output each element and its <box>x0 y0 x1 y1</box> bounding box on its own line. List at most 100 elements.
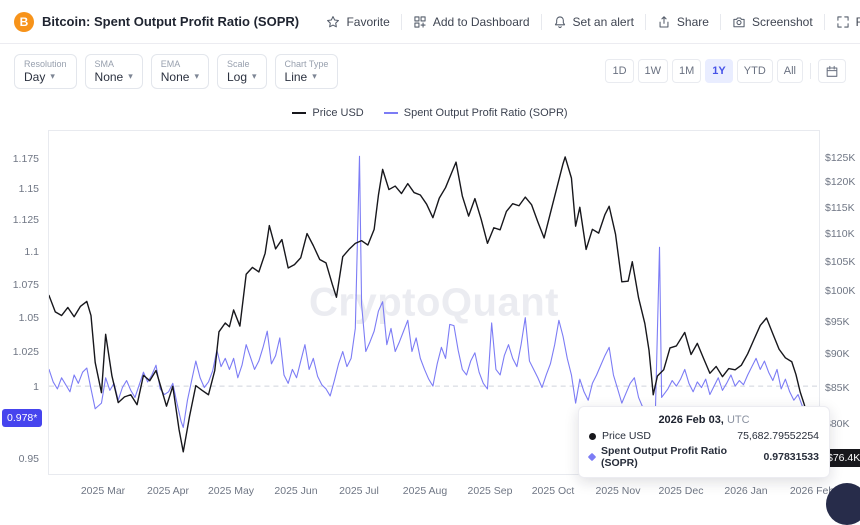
chart-canvas[interactable] <box>49 131 819 474</box>
legend-spent-output-profit-ratio-sopr[interactable]: Spent Output Profit Ratio (SOPR) <box>383 107 568 119</box>
bell-icon <box>554 15 565 28</box>
calendar-icon <box>826 65 838 77</box>
legend-label: Price USD <box>312 107 364 119</box>
y-axis-left-tick: 1.075 <box>12 279 39 291</box>
x-axis-tick: 2026 Feb <box>789 485 835 497</box>
range-1w-button[interactable]: 1W <box>637 59 669 83</box>
chart-tooltip: 2026 Feb 03, UTC Price USD 75,682.7955225… <box>578 406 830 478</box>
control-selected-value: Day <box>24 69 46 84</box>
y-axis-right-tick: $85K <box>825 382 850 394</box>
y-axis-right-tick: $90K <box>825 348 850 360</box>
y-axis-left-tick: 1 <box>33 381 39 393</box>
chevron-down-icon: ▾ <box>50 71 55 81</box>
set-an-alert-button[interactable]: Set an alert <box>542 0 645 43</box>
x-axis-tick: 2026 Jan <box>724 485 768 497</box>
full-button[interactable]: Full <box>825 0 860 43</box>
y-axis-right-tick: $100K <box>825 285 856 297</box>
tooltip-series-name: Price USD <box>602 430 652 442</box>
share-button[interactable]: Share <box>646 0 720 43</box>
control-label: Chart Type <box>284 58 329 69</box>
y-axis-right-tick: $120K <box>825 176 856 188</box>
range-ytd-button[interactable]: YTD <box>736 59 773 83</box>
y-axis-right-tick: $115K <box>825 202 855 214</box>
control-value: Day ▾ <box>24 70 67 84</box>
share-icon <box>659 15 669 28</box>
x-axis-tick: 2025 Jul <box>339 485 379 497</box>
control-ema[interactable]: EMA None ▾ <box>150 53 209 89</box>
y-axis-left-tick: 1.175 <box>12 153 39 165</box>
price-line <box>49 156 816 458</box>
control-sma[interactable]: SMA None ▾ <box>84 53 143 89</box>
y-axis-left-tick: 1.025 <box>12 346 39 358</box>
legend-label: Spent Output Profit Ratio (SOPR) <box>403 107 568 119</box>
header-actions: Favorite Add to Dashboard Set an alert Shar… <box>315 0 860 43</box>
range-1y-button[interactable]: 1Y <box>705 59 733 83</box>
y-axis-left-tick: 1.125 <box>12 214 39 226</box>
sopr-line <box>49 155 816 429</box>
control-selected-value: None <box>94 69 124 84</box>
add-to-dashboard-button[interactable]: Add to Dashboard <box>402 0 541 43</box>
action-label: Share <box>676 14 709 29</box>
circle-marker-icon <box>589 432 596 440</box>
y-axis-left-tick: 1.05 <box>18 312 39 324</box>
chart-title-group: B Bitcoin: Spent Output Profit Ratio (SO… <box>14 11 300 32</box>
y-axis-right-tick: $95K <box>825 316 850 328</box>
chat-widget-button[interactable] <box>826 483 860 525</box>
y-axis-right-tick: $105K <box>825 256 856 268</box>
action-label: Add to Dashboard <box>432 14 530 29</box>
control-selected-value: Line <box>284 69 308 84</box>
control-label: Scale <box>226 58 250 69</box>
control-value: Line ▾ <box>285 70 329 84</box>
x-axis-tick: 2025 Apr <box>146 485 190 497</box>
divider <box>810 63 811 79</box>
tooltip-row: Spent Output Profit Ratio (SOPR) 0.978315… <box>587 445 819 469</box>
legend-price-usd[interactable]: Price USD <box>292 107 364 119</box>
sopr-current-value-badge: 0.978* <box>2 409 43 427</box>
y-axis-left-tick: 1.15 <box>18 183 39 195</box>
x-axis-tick: 2025 Dec <box>658 485 704 497</box>
favorite-button[interactable]: Favorite <box>315 0 400 43</box>
tooltip-row: Price USD 75,682.79552254 <box>589 430 819 442</box>
chart-controls: Resolution Day ▾ SMA None ▾ EMA None ▾ Scale Log ▾ C… <box>14 53 339 89</box>
timeframe-selector: 1D 1W 1M 1Y YTD All <box>605 59 846 83</box>
control-value: Log ▾ <box>227 70 257 84</box>
x-axis-tick: 2025 Nov <box>595 485 641 497</box>
chevron-down-icon: ▾ <box>312 71 317 81</box>
range-all-button[interactable]: All <box>776 59 803 83</box>
divider <box>644 13 646 30</box>
price-current-value-badge: $76.4K <box>822 449 860 467</box>
tooltip-series-value: 0.97831533 <box>763 451 819 463</box>
page-title: Bitcoin: Spent Output Profit Ratio (SOPR… <box>42 14 300 29</box>
x-axis-tick: 2025 Aug <box>402 485 448 497</box>
tooltip-series-name: Spent Output Profit Ratio (SOPR) <box>601 445 727 469</box>
action-label: Screenshot <box>751 14 813 29</box>
action-label: Favorite <box>346 14 390 29</box>
control-label: Resolution <box>24 58 67 69</box>
y-axis-left: 1.175 1.15 1.125 1.1 1.075 1.05 1.025 1 0.95 <box>0 130 44 475</box>
divider <box>400 13 402 30</box>
y-axis-right-tick: $80K <box>825 418 850 430</box>
chart-area: 1.175 1.15 1.125 1.1 1.075 1.05 1.025 1 0.95 Cry… <box>0 128 860 480</box>
control-scale[interactable]: Scale Log ▾ <box>216 53 267 89</box>
divider <box>719 13 721 30</box>
control-resolution[interactable]: Resolution Day ▾ <box>14 53 77 89</box>
screenshot-button[interactable]: Screenshot <box>721 0 824 43</box>
y-axis-left-tick: 0.95 <box>18 453 39 465</box>
y-axis-right-tick: $125K <box>825 152 856 164</box>
control-value: None ▾ <box>95 70 133 84</box>
y-axis-left-tick: 1.1 <box>24 246 39 258</box>
chart-header: B Bitcoin: Spent Output Profit Ratio (SO… <box>0 0 860 44</box>
y-axis-right: $125K $120K $115K $110K $105K $100K $95K $90K $8… <box>824 130 860 475</box>
range-1m-button[interactable]: 1M <box>672 59 702 83</box>
control-chart-type[interactable]: Chart Type Line ▾ <box>274 53 339 89</box>
x-axis-tick: 2025 Jun <box>274 485 318 497</box>
chevron-down-icon: ▾ <box>128 71 133 81</box>
fullscreen-icon <box>837 15 849 28</box>
dashboard-add-icon <box>414 15 426 28</box>
bitcoin-icon: B <box>14 11 34 32</box>
calendar-button[interactable] <box>818 59 846 83</box>
x-axis-tick: 2025 Oct <box>531 485 575 497</box>
range-1d-button[interactable]: 1D <box>605 59 634 83</box>
divider <box>823 13 825 30</box>
control-label: SMA <box>94 58 115 69</box>
